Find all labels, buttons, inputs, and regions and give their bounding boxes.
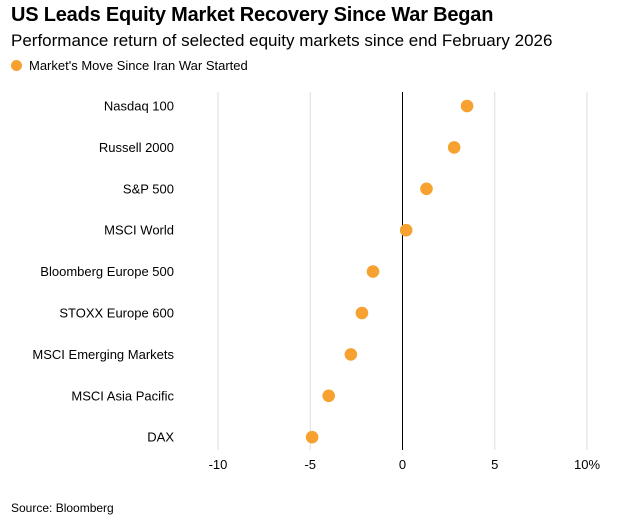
legend-marker	[11, 60, 22, 71]
legend-label: Market's Move Since Iran War Started	[29, 58, 248, 73]
chart-subtitle: Performance return of selected equity ma…	[11, 31, 553, 50]
data-point	[399, 223, 413, 237]
data-point	[305, 430, 319, 444]
data-point	[355, 306, 369, 320]
category-label: MSCI World	[104, 223, 174, 238]
data-point	[447, 141, 461, 154]
category-label: Russell 2000	[99, 140, 174, 155]
data-point	[460, 99, 474, 113]
x-tick-label: 10%	[574, 457, 600, 472]
data-point	[366, 265, 380, 278]
chart-legend: Market's Move Since Iran War Started	[11, 58, 248, 73]
category-label: S&P 500	[123, 181, 174, 196]
data-point	[322, 389, 336, 403]
x-tick-label: -5	[304, 457, 316, 472]
data-point	[420, 182, 433, 196]
source-note: Source: Bloomberg	[11, 501, 114, 515]
data-point	[344, 348, 358, 361]
category-label: STOXX Europe 600	[59, 306, 174, 321]
x-tick-label: 5	[491, 457, 498, 472]
category-label: MSCI Asia Pacific	[71, 388, 174, 403]
category-label: Nasdaq 100	[104, 99, 174, 114]
chart-title: US Leads Equity Market Recovery Since Wa…	[11, 4, 494, 26]
category-label: DAX	[147, 430, 174, 445]
category-label: Bloomberg Europe 500	[40, 264, 174, 279]
x-tick-label: 0	[399, 457, 406, 472]
x-tick-label: -10	[209, 457, 228, 472]
category-label: MSCI Emerging Markets	[32, 347, 174, 362]
